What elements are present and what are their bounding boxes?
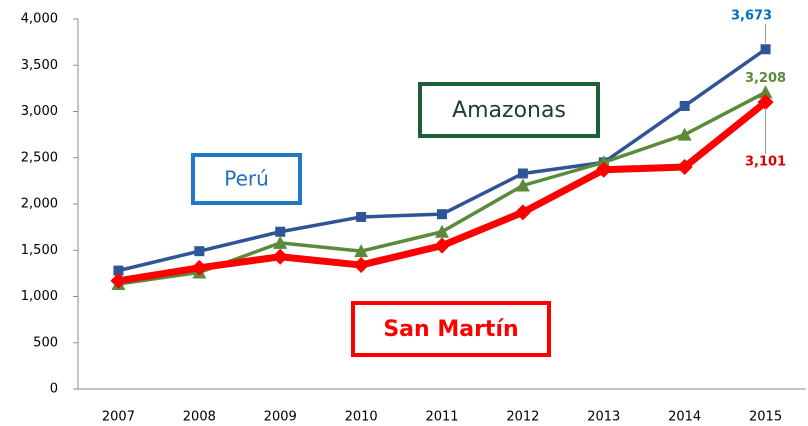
marker <box>194 246 205 257</box>
marker <box>191 259 208 276</box>
marker <box>113 265 124 276</box>
x-tick-label: 2012 <box>506 410 539 425</box>
x-tick-label: 2010 <box>345 410 378 425</box>
marker <box>517 168 528 179</box>
marker <box>272 248 289 265</box>
marker <box>757 94 774 111</box>
x-tick-label: 2007 <box>102 410 135 425</box>
x-tick-label: 2013 <box>587 410 620 425</box>
y-tick-label: 3,000 <box>21 104 58 119</box>
marker <box>758 85 773 99</box>
marker <box>514 204 531 221</box>
legend-label: Amazonas <box>452 98 566 123</box>
marker <box>110 272 127 289</box>
x-tick-label: 2015 <box>749 410 782 425</box>
x-tick-label: 2014 <box>668 410 701 425</box>
x-tick-label: 2008 <box>183 410 216 425</box>
y-tick-label: 4,000 <box>21 12 58 27</box>
marker <box>435 224 449 238</box>
marker <box>595 161 612 178</box>
y-tick-label: 2,000 <box>21 197 58 212</box>
marker <box>515 178 530 192</box>
y-tick-label: 1,500 <box>21 243 58 258</box>
marker <box>356 211 367 222</box>
x-tick-label: 2009 <box>264 410 297 425</box>
marker <box>354 244 369 258</box>
y-tick-label: 2,500 <box>21 150 58 165</box>
marker <box>677 127 692 141</box>
marker <box>434 237 450 254</box>
value-label: 3,673 <box>731 9 772 24</box>
y-tick-label: 0 <box>50 382 58 397</box>
legend-box <box>191 153 302 205</box>
value-label: 3,101 <box>745 155 786 170</box>
marker <box>353 257 370 274</box>
marker <box>275 226 286 237</box>
value-label: 3,208 <box>745 71 786 86</box>
marker <box>437 209 447 220</box>
legend-label: San Martín <box>383 317 518 342</box>
marker <box>273 235 288 249</box>
legend-box <box>351 301 551 357</box>
legend-label: Perú <box>224 167 269 191</box>
y-tick-label: 500 <box>33 335 58 350</box>
marker <box>676 159 693 175</box>
marker <box>760 44 771 55</box>
y-tick-label: 1,000 <box>21 289 58 304</box>
legend-box <box>418 82 600 138</box>
x-tick-label: 2011 <box>425 410 458 425</box>
marker <box>679 100 690 111</box>
y-tick-label: 3,500 <box>21 58 58 73</box>
